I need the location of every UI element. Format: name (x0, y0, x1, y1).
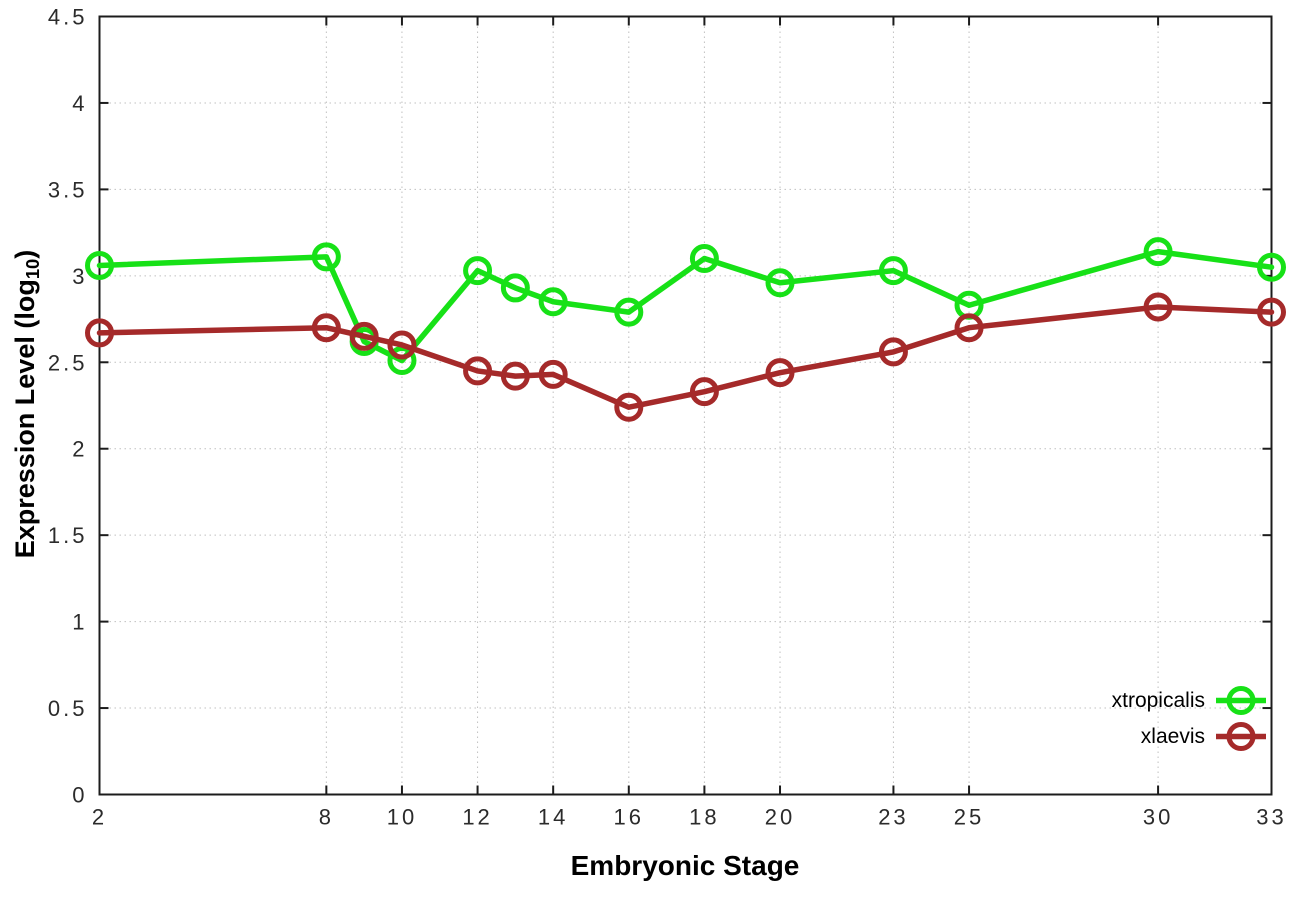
x-tick-label: 10 (387, 805, 417, 830)
legend-marker-sample (1216, 722, 1266, 751)
data-point-marker (500, 361, 530, 391)
series-xtropicalis (85, 237, 1286, 376)
data-point-marker (1143, 292, 1173, 322)
data-point-marker (878, 256, 908, 286)
y-tick-label: 0.5 (48, 696, 88, 721)
x-tick-label: 23 (878, 805, 908, 830)
y-tick-label: 1 (72, 610, 87, 635)
x-tick-label: 2 (92, 805, 107, 830)
legend-marker-sample (1216, 686, 1266, 715)
data-point-marker (463, 356, 493, 386)
data-point-marker (878, 337, 908, 367)
data-point-marker (463, 256, 493, 286)
plot-border (98, 15, 1273, 796)
series-xlaevis (85, 292, 1286, 422)
data-point-marker (387, 330, 417, 360)
x-tick-label: 12 (462, 805, 492, 830)
legend-label: xlaevis (1140, 724, 1205, 748)
legend-label: xtropicalis (1111, 688, 1205, 712)
data-point-marker (500, 273, 530, 303)
x-tick-label: 14 (538, 805, 568, 830)
data-point-marker (311, 313, 341, 343)
series-line (96, 248, 1275, 364)
x-tick-label: 16 (614, 805, 644, 830)
y-axis-title: Expression Level (log10) (10, 250, 44, 559)
data-point-marker (387, 346, 417, 376)
x-tick-labels: 2 8 10 12 14 16 18 20 23 25 30 33 (92, 805, 1286, 830)
data-point-marker (1257, 252, 1286, 282)
y-tick-label: 3 (72, 264, 87, 289)
x-tick-label: 18 (689, 805, 719, 830)
data-point-marker (538, 359, 568, 389)
y-tick-label: 4 (72, 91, 87, 116)
axis-ticks (98, 15, 1273, 796)
x-tick-label: 25 (954, 805, 984, 830)
data-point-marker (954, 313, 984, 343)
series-line (96, 304, 1275, 410)
y-tick-labels: 0 0.5 1 1.5 2 2.5 3 3.5 4 4.5 (48, 5, 88, 808)
y-tick-label: 1.5 (48, 523, 88, 548)
data-point-marker (349, 321, 379, 351)
y-axis-title-suffix: ) (10, 249, 41, 259)
legend-entry-xtropicalis: xtropicalis (1112, 684, 1267, 717)
data-point-marker (1257, 297, 1286, 327)
x-tick-label: 30 (1143, 805, 1173, 830)
y-axis-title-main: Expression Level (log (10, 279, 41, 559)
data-point-marker (85, 318, 114, 348)
data-point-marker (765, 358, 795, 388)
gridlines (99, 16, 1272, 795)
y-tick-label: 2 (72, 437, 87, 462)
data-point-marker (614, 392, 644, 422)
y-tick-label: 2.5 (48, 350, 88, 375)
data-point-marker (689, 244, 719, 274)
data-point-marker (689, 377, 719, 407)
legend: xtropicalis xlaevis (1112, 684, 1267, 753)
data-point-marker (1143, 237, 1173, 267)
data-point-marker (614, 297, 644, 327)
data-point-marker (85, 250, 114, 280)
x-axis-title: Embryonic Stage (570, 850, 800, 881)
data-point-marker (538, 287, 568, 317)
legend-entry-xlaevis: xlaevis (1141, 720, 1267, 753)
y-tick-label: 0 (72, 783, 87, 808)
y-tick-label: 4.5 (48, 5, 88, 30)
y-tick-label: 3.5 (48, 177, 88, 202)
x-tick-label: 20 (765, 805, 795, 830)
data-point-marker (311, 242, 341, 272)
x-tick-label: 8 (319, 805, 334, 830)
y-axis-title-subscript: 10 (21, 258, 43, 280)
x-tick-label: 33 (1256, 805, 1286, 830)
data-point-marker (765, 268, 795, 298)
